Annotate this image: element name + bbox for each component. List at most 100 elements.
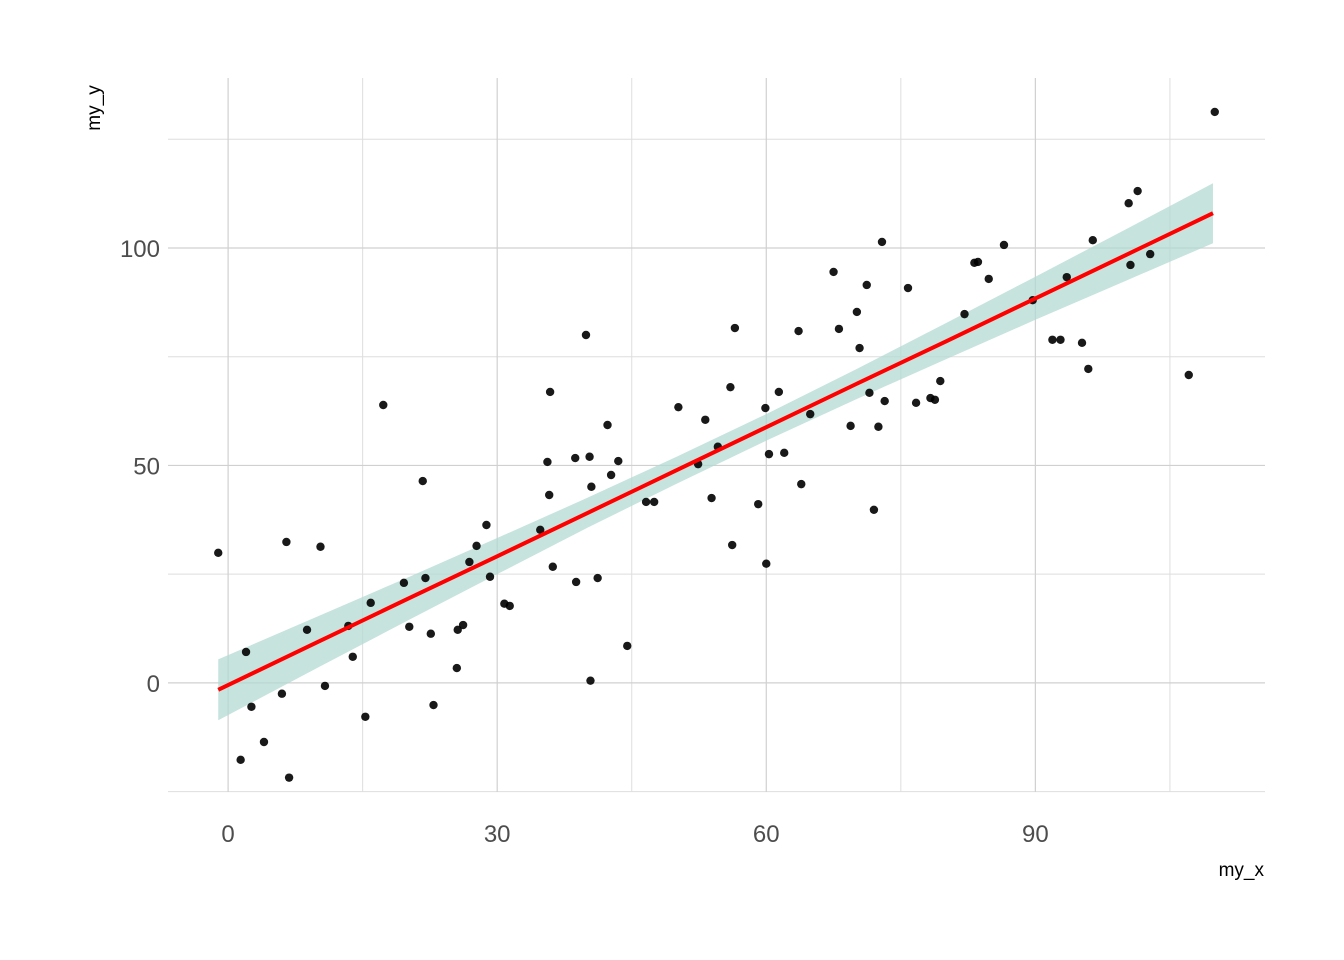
point: [874, 422, 883, 431]
point: [727, 540, 737, 550]
point: [999, 240, 1009, 250]
y-tick-label: 0: [147, 671, 160, 698]
point: [829, 267, 838, 277]
point: [877, 237, 887, 247]
point: [1133, 186, 1142, 196]
point: [247, 702, 256, 711]
point: [936, 376, 945, 386]
point: [548, 562, 558, 571]
point: [754, 499, 763, 509]
point: [1184, 370, 1193, 380]
point: [214, 548, 223, 558]
point: [482, 520, 491, 530]
point: [852, 307, 862, 317]
point: [603, 420, 612, 430]
point: [641, 497, 651, 507]
point: [505, 601, 514, 611]
point: [911, 398, 921, 408]
point: [361, 712, 370, 721]
point: [485, 572, 495, 581]
point: [774, 387, 784, 397]
x-tick-label: 0: [221, 821, 234, 848]
point: [1210, 107, 1219, 117]
point: [421, 573, 430, 583]
point: [366, 598, 375, 608]
point: [259, 737, 269, 747]
point: [797, 479, 806, 489]
point: [726, 382, 735, 392]
point: [606, 470, 616, 480]
point: [585, 452, 594, 461]
point: [302, 625, 312, 635]
y-axis-label: my_y: [84, 85, 105, 131]
point: [236, 755, 245, 765]
point: [862, 280, 871, 290]
point: [834, 324, 844, 334]
point: [593, 573, 602, 583]
point: [764, 449, 774, 459]
point: [960, 309, 969, 319]
point: [806, 409, 815, 419]
point: [545, 387, 555, 397]
point: [880, 396, 889, 406]
point: [282, 537, 291, 547]
point: [1088, 235, 1097, 245]
y-tick-label: 50: [133, 453, 160, 480]
point: [1084, 364, 1093, 374]
point: [623, 641, 632, 651]
regression-line: [217, 211, 1214, 692]
point: [379, 400, 388, 410]
point: [649, 497, 659, 507]
point: [761, 403, 770, 413]
point: [707, 493, 716, 503]
point: [1056, 335, 1065, 344]
point: [1062, 272, 1071, 282]
point: [472, 541, 481, 551]
point: [1145, 249, 1155, 259]
point: [581, 330, 591, 340]
x-tick-label: 60: [753, 821, 780, 848]
point: [458, 620, 468, 630]
point: [614, 456, 623, 466]
point: [536, 525, 545, 534]
point: [855, 343, 864, 353]
point: [241, 647, 251, 657]
point: [869, 505, 879, 514]
point: [587, 482, 596, 491]
point: [320, 681, 330, 691]
point: [780, 448, 789, 458]
point: [903, 283, 913, 293]
point: [543, 457, 552, 467]
point: [545, 490, 554, 500]
point: [794, 326, 803, 336]
point: [465, 557, 474, 567]
point: [452, 663, 462, 673]
point: [429, 700, 438, 710]
point: [348, 652, 357, 661]
point: [762, 559, 771, 568]
point: [426, 629, 436, 638]
point: [1126, 260, 1135, 270]
point: [865, 388, 874, 398]
point: [453, 625, 462, 635]
point: [1048, 335, 1057, 344]
point: [571, 453, 580, 463]
point: [571, 577, 581, 587]
point: [730, 323, 740, 333]
point: [1124, 199, 1133, 208]
point: [984, 274, 993, 284]
y-tick-label: 100: [120, 236, 160, 263]
point: [846, 421, 855, 431]
point: [1077, 338, 1087, 348]
point: [701, 415, 710, 424]
point: [586, 676, 595, 685]
point: [418, 476, 427, 486]
point: [405, 622, 414, 631]
point: [674, 402, 683, 412]
point: [316, 542, 325, 551]
point: [973, 257, 983, 267]
x-tick-label: 30: [484, 821, 511, 848]
point: [930, 395, 940, 404]
